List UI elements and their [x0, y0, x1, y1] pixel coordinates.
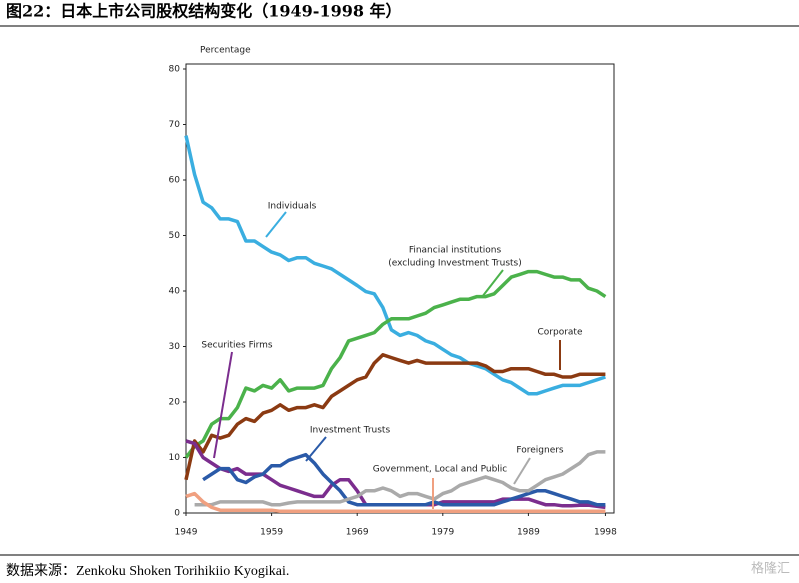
series-line [185, 491, 606, 514]
legend-label: (excluding Investment Trusts) [388, 259, 522, 269]
series-line [184, 269, 607, 459]
series-line [184, 353, 606, 481]
legend-label: Government, Local and Public [373, 465, 508, 475]
y-tick-label: 40 [169, 287, 181, 297]
leader-line [481, 269, 504, 298]
legend-label: Investment Trusts [310, 426, 391, 436]
x-tick-label: 1969 [346, 528, 369, 538]
leader-line [513, 457, 531, 485]
leader-line [305, 436, 327, 462]
legend-label: Corporate [538, 328, 583, 338]
legend-label: Securities Firms [201, 341, 273, 351]
x-tick-label: 1979 [431, 528, 454, 538]
source: 数据来源：Zenkoku Shoken Torihikiio Kyogikai. [6, 563, 289, 579]
y-axis-label: Percentage [200, 46, 251, 56]
y-tick-label: 0 [174, 509, 180, 519]
leader-line [213, 351, 233, 459]
series-line [184, 135, 606, 396]
y-tick-label: 50 [169, 231, 181, 241]
heading: 图22：日本上市公司股权结构变化（1949-1998 年） [6, 2, 402, 21]
y-tick-label: 20 [169, 398, 181, 408]
leader-line [265, 211, 287, 238]
x-tick-label: 1949 [175, 528, 198, 538]
legend-label: Financial institutions [409, 246, 502, 256]
y-tick-label: 60 [169, 176, 181, 186]
x-tick-label: 1989 [517, 528, 540, 538]
series-line [202, 452, 606, 507]
y-tick-label: 80 [169, 65, 181, 75]
legend-label: Foreigners [516, 446, 564, 456]
watermark: 格隆汇 [751, 561, 790, 577]
series-line [194, 450, 606, 507]
x-tick-label: 1998 [594, 528, 617, 538]
x-tick-label: 1959 [260, 528, 283, 538]
y-tick-label: 30 [169, 342, 181, 352]
y-tick-label: 70 [169, 120, 181, 130]
legend-label: Individuals [268, 202, 317, 212]
y-tick-label: 10 [169, 453, 181, 463]
